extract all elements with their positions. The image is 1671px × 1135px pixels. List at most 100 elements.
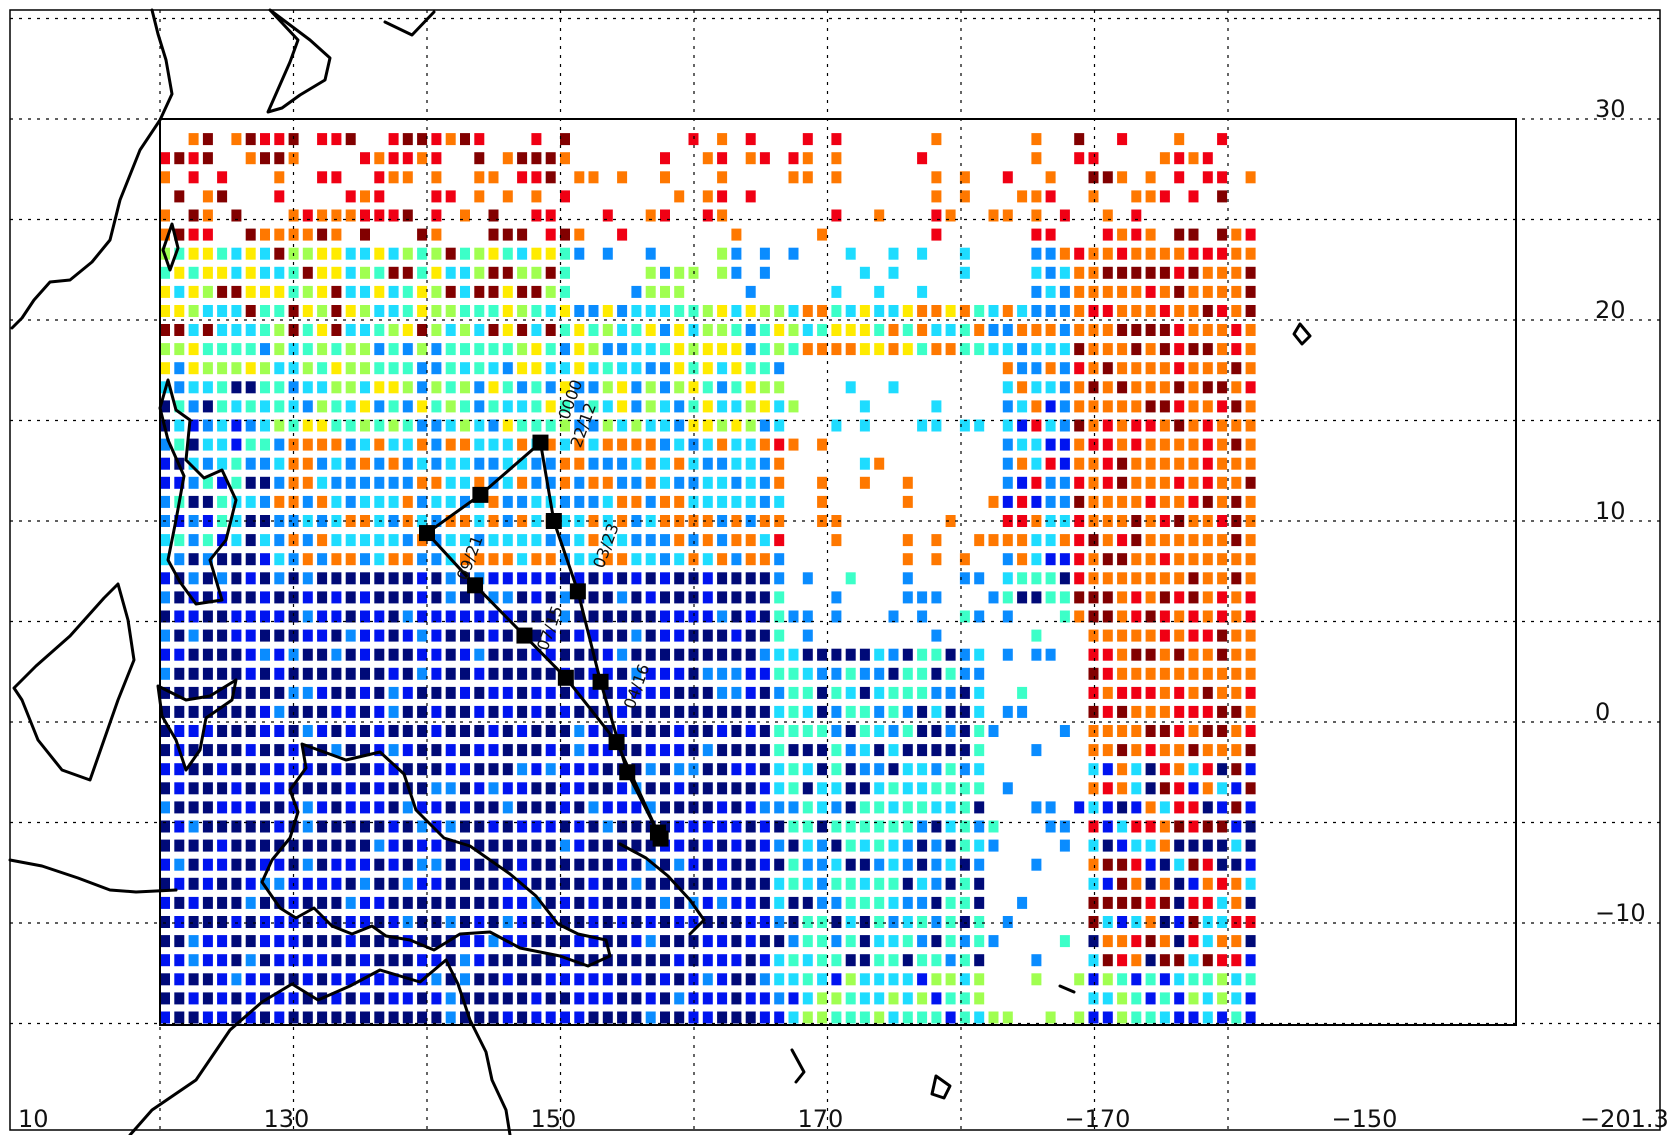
field-cell bbox=[545, 553, 556, 566]
field-cell bbox=[917, 973, 928, 986]
field-cell bbox=[174, 400, 185, 413]
field-cell bbox=[1188, 801, 1199, 814]
field-cell bbox=[374, 572, 385, 585]
field-cell bbox=[702, 877, 713, 890]
field-cell bbox=[160, 916, 170, 928]
field-cell bbox=[245, 916, 256, 928]
field-cell bbox=[1145, 896, 1156, 909]
field-cell bbox=[502, 839, 513, 852]
field-cell bbox=[1217, 133, 1228, 146]
field-cell bbox=[274, 629, 285, 642]
field-cell bbox=[774, 782, 785, 795]
field-cell bbox=[674, 305, 685, 317]
field-cell bbox=[645, 285, 656, 298]
field-cell bbox=[488, 381, 499, 394]
field-cell bbox=[1017, 400, 1028, 413]
field-cell bbox=[1231, 324, 1242, 336]
field-cell bbox=[174, 935, 185, 948]
field-cell bbox=[902, 305, 913, 317]
field-cell bbox=[1031, 648, 1042, 661]
field-cell bbox=[202, 247, 213, 260]
track-node bbox=[649, 824, 666, 841]
field-cell bbox=[217, 916, 228, 928]
field-cell bbox=[1245, 801, 1256, 814]
field-cell bbox=[431, 839, 442, 852]
field-cell bbox=[1059, 839, 1070, 852]
field-cell bbox=[445, 285, 456, 298]
field-cell bbox=[217, 305, 228, 317]
track-node bbox=[592, 673, 609, 690]
field-cell bbox=[174, 725, 185, 737]
field-cell bbox=[1117, 305, 1128, 317]
field-cell bbox=[574, 343, 585, 356]
field-cell bbox=[388, 419, 399, 432]
field-cell bbox=[1188, 782, 1199, 795]
field-cell bbox=[631, 858, 642, 871]
field-cell bbox=[374, 763, 385, 776]
field-cell bbox=[1131, 992, 1142, 1005]
field-cell bbox=[859, 1011, 870, 1024]
field-cell bbox=[1117, 820, 1128, 833]
field-cell bbox=[1159, 400, 1170, 413]
field-cell bbox=[560, 400, 570, 413]
field-cell bbox=[488, 935, 499, 948]
field-cell bbox=[631, 973, 642, 986]
field-cell bbox=[902, 877, 913, 890]
field-cell bbox=[674, 705, 685, 718]
field-cell bbox=[717, 686, 728, 699]
field-cell bbox=[1159, 190, 1170, 203]
field-cell bbox=[1074, 247, 1085, 260]
field-cell bbox=[417, 515, 428, 527]
field-cell bbox=[945, 858, 956, 871]
field-cell bbox=[245, 400, 256, 413]
field-cell bbox=[1202, 935, 1213, 948]
field-cell bbox=[488, 438, 499, 451]
field-cell bbox=[388, 629, 399, 642]
field-cell bbox=[702, 553, 713, 566]
field-cell bbox=[488, 973, 499, 986]
field-cell bbox=[817, 839, 828, 852]
field-cell bbox=[374, 285, 385, 298]
field-cell bbox=[274, 381, 285, 394]
field-cell bbox=[431, 896, 442, 909]
field-cell bbox=[902, 858, 913, 871]
field-cell bbox=[588, 572, 599, 585]
field-cell bbox=[802, 973, 813, 986]
field-cell bbox=[745, 495, 756, 508]
field-cell bbox=[231, 877, 242, 890]
field-cell bbox=[831, 896, 842, 909]
field-cell bbox=[374, 152, 385, 165]
field-cell bbox=[631, 896, 642, 909]
field-cell bbox=[374, 610, 385, 623]
field-cell bbox=[902, 801, 913, 814]
field-cell bbox=[302, 266, 313, 279]
field-cell bbox=[1088, 763, 1099, 776]
field-cell bbox=[1231, 858, 1242, 871]
field-cell bbox=[317, 133, 328, 146]
field-cell bbox=[517, 343, 528, 356]
field-cell bbox=[1131, 801, 1142, 814]
field-cell bbox=[1088, 419, 1099, 432]
field-cell bbox=[1088, 381, 1099, 394]
field-cell bbox=[959, 954, 970, 967]
field-cell bbox=[1159, 667, 1170, 680]
field-cell bbox=[560, 610, 570, 623]
field-cell bbox=[402, 686, 413, 699]
field-cell bbox=[302, 495, 313, 508]
field-cell bbox=[1045, 476, 1056, 489]
field-cell bbox=[1217, 629, 1228, 642]
coastline-philippines bbox=[158, 378, 238, 606]
field-cell bbox=[502, 534, 513, 547]
field-cell bbox=[417, 305, 428, 317]
field-cell bbox=[1202, 744, 1213, 757]
field-cell bbox=[445, 648, 456, 661]
field-cell bbox=[502, 343, 513, 356]
field-cell bbox=[217, 705, 228, 718]
field-cell bbox=[502, 495, 513, 508]
field-cell bbox=[360, 610, 370, 623]
field-cell bbox=[445, 763, 456, 776]
field-cell bbox=[1145, 228, 1156, 241]
field-cell bbox=[160, 457, 170, 470]
field-cell bbox=[1031, 534, 1042, 547]
field-cell bbox=[874, 858, 885, 871]
